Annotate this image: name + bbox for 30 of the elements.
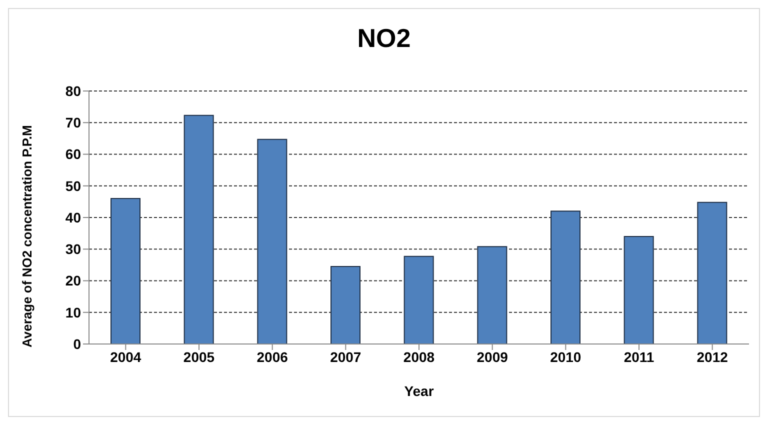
y-tick-label: 30 bbox=[65, 241, 82, 258]
bar bbox=[477, 246, 508, 344]
y-tick-label: 60 bbox=[65, 146, 82, 162]
bar bbox=[330, 266, 360, 344]
bar bbox=[550, 210, 580, 344]
x-tick-label: 2005 bbox=[183, 348, 215, 365]
y-tick-label: 0 bbox=[73, 336, 82, 352]
y-tick-label: 10 bbox=[65, 304, 82, 320]
bar bbox=[110, 198, 140, 344]
x-tick-label: 2007 bbox=[330, 348, 362, 365]
x-tick-label: 2012 bbox=[696, 348, 728, 365]
y-tick-label: 50 bbox=[65, 178, 82, 194]
y-axis-title: Average of NO2 concentration P.P.M bbox=[20, 125, 35, 348]
bar bbox=[184, 114, 214, 344]
x-axis-title: Year bbox=[404, 383, 434, 399]
y-tick-label: 40 bbox=[65, 209, 82, 226]
x-tick-label: 2010 bbox=[550, 348, 582, 365]
x-tick-label: 2008 bbox=[403, 348, 435, 365]
x-tick-label: 2004 bbox=[110, 348, 142, 365]
x-tick-label: 2009 bbox=[476, 348, 508, 365]
bar bbox=[697, 202, 728, 344]
bar bbox=[624, 236, 654, 344]
y-tick-label: 20 bbox=[65, 272, 82, 289]
y-tick-label: 80 bbox=[65, 82, 82, 99]
x-tick-label: 2011 bbox=[624, 348, 654, 365]
bar bbox=[404, 256, 434, 344]
y-tick-label: 70 bbox=[65, 114, 82, 131]
x-tick-label: 2006 bbox=[256, 348, 288, 365]
bar bbox=[257, 138, 288, 344]
chart-title: NO2 bbox=[356, 23, 412, 54]
